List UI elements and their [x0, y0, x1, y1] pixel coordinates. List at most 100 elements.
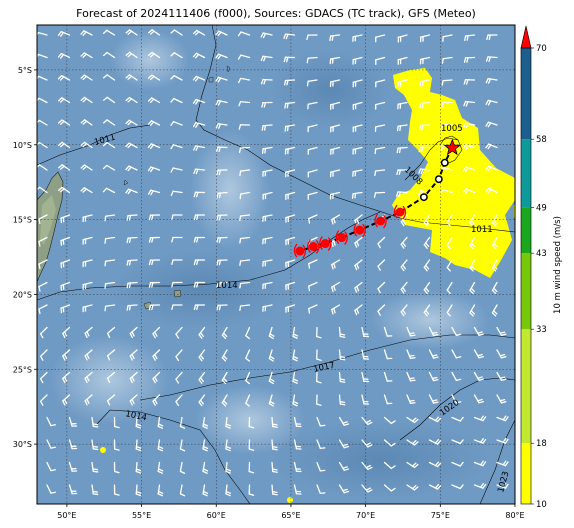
- track-point-storm[interactable]: [293, 243, 307, 259]
- wind-barb: [473, 415, 487, 422]
- track-point-storm[interactable]: [393, 204, 407, 220]
- isobar-label: 1011: [471, 225, 493, 235]
- wind-barb-feather: [148, 259, 152, 266]
- wind-barb: [147, 143, 161, 150]
- track-point-storm[interactable]: [319, 236, 332, 251]
- track-point-storm[interactable]: [307, 239, 320, 254]
- track-point-storm[interactable]: [335, 230, 348, 245]
- track-point-low[interactable]: [440, 158, 449, 167]
- wind-barb-shaft: [239, 214, 251, 217]
- wind-barb-shaft: [217, 191, 228, 194]
- longitude-tick-label: 55°E: [132, 511, 151, 520]
- wind-barb-feather: [222, 332, 228, 338]
- wind-barb-feather: [198, 334, 203, 339]
- track-point-low[interactable]: [434, 175, 443, 184]
- wind-barb: [261, 101, 273, 108]
- wind-barb: [38, 236, 48, 247]
- wind-barb: [306, 79, 318, 87]
- wind-barb-shaft: [491, 304, 498, 314]
- wind-barb-feather: [459, 461, 464, 467]
- wind-barb: [261, 146, 273, 154]
- wind-barb-feather: [499, 376, 506, 379]
- wind-barb-shaft: [106, 119, 116, 126]
- wind-barb: [316, 439, 326, 450]
- wind-barb: [418, 146, 431, 153]
- wind-barb-feather: [463, 57, 467, 63]
- wind-barb: [104, 281, 116, 289]
- wind-barb-shaft: [127, 236, 138, 239]
- wind-barb: [103, 119, 116, 126]
- wind-barb-feather: [221, 357, 227, 362]
- wind-barb: [361, 416, 373, 426]
- wind-barb-feather: [202, 423, 209, 427]
- wind-barb: [338, 461, 350, 471]
- wind-barb-feather: [465, 123, 469, 129]
- wind-barb-shaft: [106, 29, 116, 36]
- wind-barb-shaft: [420, 56, 431, 61]
- wind-barb: [441, 56, 453, 64]
- wind-barb-feather: [272, 470, 278, 473]
- wind-barb-shaft: [38, 236, 48, 243]
- map-area[interactable]: [36, 25, 519, 504]
- wind-barb: [84, 349, 93, 361]
- wind-barb-shaft: [128, 74, 138, 81]
- wind-barb-feather: [500, 401, 507, 404]
- wind-barb: [462, 166, 476, 173]
- wind-barb: [80, 187, 93, 194]
- wind-barb-feather: [269, 355, 275, 360]
- wind-barb-shaft: [352, 56, 363, 61]
- wind-barb: [428, 371, 439, 382]
- latitude-tick-label: 30°S: [13, 440, 32, 449]
- wind-barb: [338, 371, 346, 383]
- wind-barb-shaft: [38, 304, 48, 310]
- wind-barb: [37, 186, 48, 194]
- wind-barb: [338, 484, 350, 494]
- wind-barb: [400, 259, 408, 272]
- track-point-storm[interactable]: [374, 213, 387, 229]
- wind-barb-shaft: [428, 371, 435, 382]
- colorbar-label: 10 m wind speed (m/s): [553, 216, 563, 314]
- wind-barb: [373, 191, 386, 198]
- wind-barb-feather: [477, 376, 483, 379]
- current-position-star[interactable]: [443, 138, 461, 156]
- wind-barb-shaft: [262, 236, 273, 240]
- wind-barb-shaft: [316, 461, 321, 472]
- wind-barb: [60, 281, 71, 291]
- wind-barb-feather: [470, 220, 475, 225]
- track-point-storm[interactable]: [353, 222, 366, 238]
- wind-barb-shaft: [331, 214, 341, 221]
- wind-barb: [377, 259, 386, 271]
- wind-barb: [262, 214, 273, 222]
- colorbar-tick-label: 10: [536, 500, 547, 510]
- wind-barb-shaft: [60, 52, 71, 59]
- track-point-low[interactable]: [419, 193, 428, 202]
- wind-barb-feather: [432, 356, 439, 359]
- wind-barb-shaft: [423, 259, 431, 268]
- wind-barb-feather: [425, 242, 430, 247]
- wind-barb-shaft: [469, 304, 476, 314]
- wind-barb-shaft: [84, 326, 93, 334]
- wind-barb-shaft: [39, 349, 48, 357]
- wind-barb-shaft: [329, 56, 341, 60]
- wind-barb-feather: [114, 425, 120, 429]
- wind-barb-feather: [478, 333, 484, 336]
- wind-barb-feather: [331, 263, 334, 270]
- wind-barb-feather: [221, 379, 227, 385]
- wind-barb-feather: [466, 57, 469, 63]
- wind-barb-shaft: [397, 191, 408, 194]
- wind-barb-feather: [343, 445, 350, 449]
- wind-barb: [248, 439, 255, 451]
- wind-barb: [39, 394, 48, 406]
- wind-barb-feather: [82, 31, 87, 36]
- wind-barb-feather: [331, 241, 334, 248]
- wind-barb-feather: [39, 378, 44, 384]
- wind-barb-feather: [502, 415, 507, 421]
- wind-barb-feather: [491, 312, 497, 317]
- wind-barb: [446, 214, 453, 227]
- wind-barb-feather: [333, 240, 336, 246]
- wind-barb-shaft: [262, 191, 273, 196]
- wind-barb: [192, 98, 206, 105]
- colorbar-tick-label: 70: [536, 44, 547, 54]
- wind-barb: [361, 326, 369, 338]
- wind-barb: [192, 122, 206, 128]
